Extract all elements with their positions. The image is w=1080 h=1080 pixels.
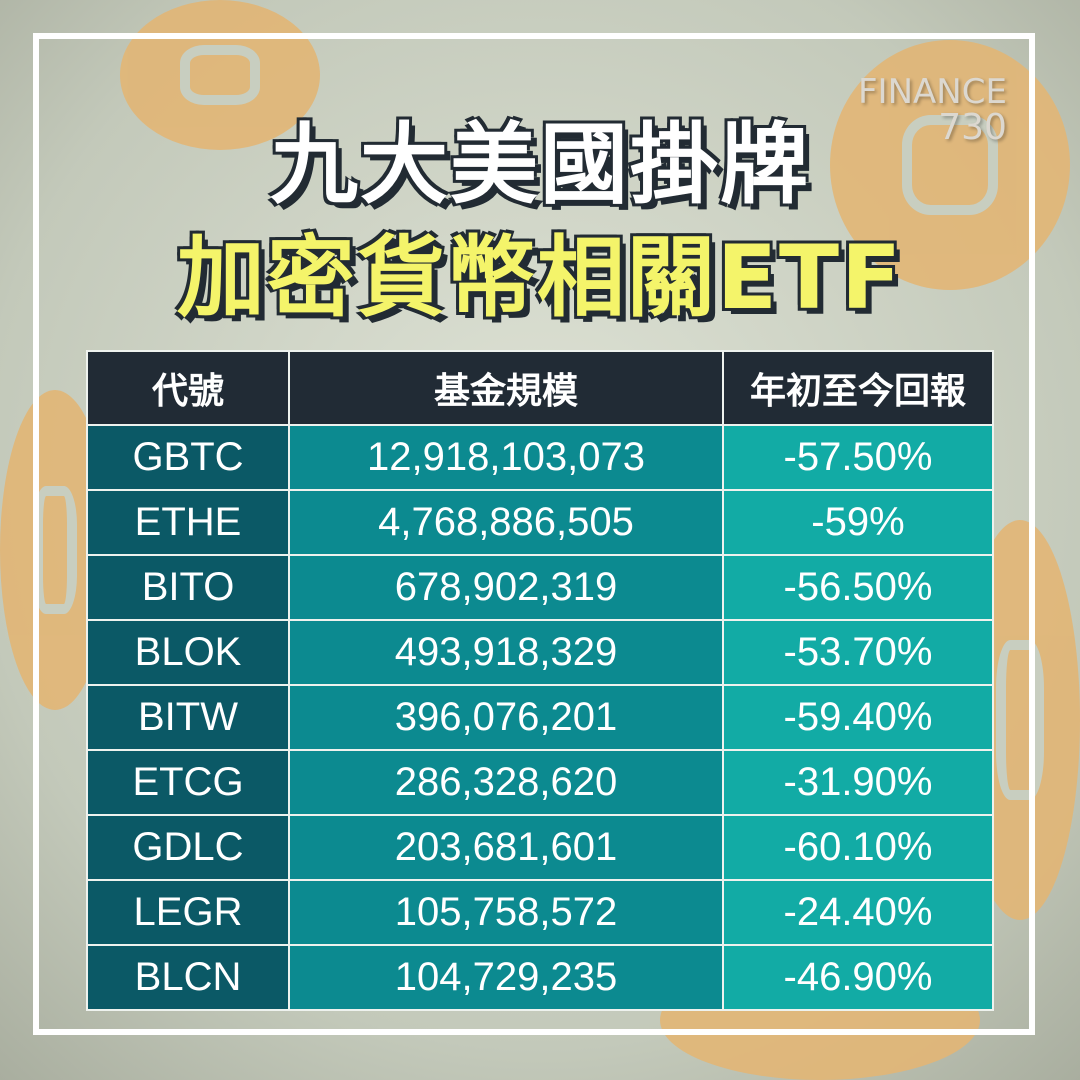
table-row: ETHE 4,768,886,505 -59% — [86, 489, 994, 556]
fund-size-cell: 493,918,329 — [288, 619, 724, 686]
fund-size-cell: 4,768,886,505 — [288, 489, 724, 556]
ticker-cell: GBTC — [86, 424, 290, 491]
header-fund-size: 基金規模 — [288, 350, 724, 426]
logo-text: FINANCE — [858, 72, 1007, 112]
fund-size-cell: 12,918,103,073 — [288, 424, 724, 491]
title-line-1: 九大美國掛牌 — [269, 113, 810, 216]
ticker-cell: GDLC — [86, 814, 290, 881]
ytd-return-cell: -56.50% — [722, 554, 994, 621]
ytd-return-cell: -31.90% — [722, 749, 994, 816]
table-header-row: 代號 基金規模 年初至今回報 — [86, 350, 994, 426]
header-ticker: 代號 — [86, 350, 290, 426]
table-row: BLOK 493,918,329 -53.70% — [86, 619, 994, 686]
fund-size-cell: 203,681,601 — [288, 814, 724, 881]
fund-size-cell: 286,328,620 — [288, 749, 724, 816]
ytd-return-cell: -60.10% — [722, 814, 994, 881]
title-line-2: 加密貨幣相關ETF — [176, 226, 904, 329]
ytd-return-cell: -57.50% — [722, 424, 994, 491]
ticker-cell: ETCG — [86, 749, 290, 816]
finance730-logo: FINANCE 730 — [858, 74, 1007, 146]
ticker-cell: BLCN — [86, 944, 290, 1011]
fund-size-cell: 678,902,319 — [288, 554, 724, 621]
table-row: BLCN 104,729,235 -46.90% — [86, 944, 994, 1011]
fund-size-cell: 396,076,201 — [288, 684, 724, 751]
table-row: LEGR 105,758,572 -24.40% — [86, 879, 994, 946]
table-row: BITW 396,076,201 -59.40% — [86, 684, 994, 751]
bitcoin-coin-icon — [120, 0, 320, 150]
ticker-cell: ETHE — [86, 489, 290, 556]
ytd-return-cell: -53.70% — [722, 619, 994, 686]
fund-size-cell: 105,758,572 — [288, 879, 724, 946]
header-ytd-return: 年初至今回報 — [722, 350, 994, 426]
table-row: ETCG 286,328,620 -31.90% — [86, 749, 994, 816]
white-frame — [33, 33, 1035, 1035]
etf-table: 代號 基金規模 年初至今回報 GBTC 12,918,103,073 -57.50%… — [86, 350, 994, 1011]
ticker-cell: BLOK — [86, 619, 290, 686]
ytd-return-cell: -59% — [722, 489, 994, 556]
table-row: BITO 678,902,319 -56.50% — [86, 554, 994, 621]
fund-size-cell: 104,729,235 — [288, 944, 724, 1011]
ytd-return-cell: -59.40% — [722, 684, 994, 751]
logo-number: 730 — [938, 107, 1007, 148]
ytd-return-cell: -46.90% — [722, 944, 994, 1011]
table-row: GBTC 12,918,103,073 -57.50% — [86, 424, 994, 491]
ticker-cell: BITO — [86, 554, 290, 621]
table-row: GDLC 203,681,601 -60.10% — [86, 814, 994, 881]
ticker-cell: BITW — [86, 684, 290, 751]
ytd-return-cell: -24.40% — [722, 879, 994, 946]
ticker-cell: LEGR — [86, 879, 290, 946]
